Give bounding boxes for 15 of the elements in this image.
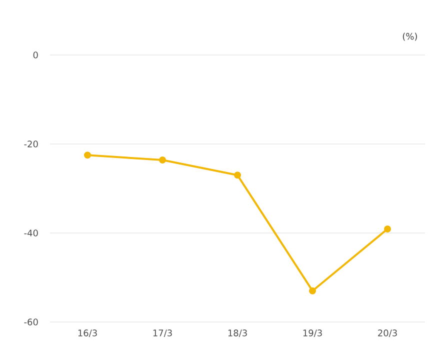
text: (%) [402,32,417,41]
y-tick-label: -20 [24,140,38,148]
y-tick-label: -40 [24,230,38,236]
point [234,172,241,179]
point [159,156,166,164]
point [309,287,316,294]
y-tick-label: 0 [33,52,38,58]
x-tick-label: 19/3 [303,330,322,338]
point [84,152,92,159]
x-tick-label: 17/3 [153,330,172,338]
x-tick-label: 16/3 [78,330,97,338]
x-tick-label: 18/3 [228,330,247,338]
point [384,225,391,232]
x-tick-label: 20/3 [378,330,397,338]
y-tick-label: -60 [24,318,38,326]
